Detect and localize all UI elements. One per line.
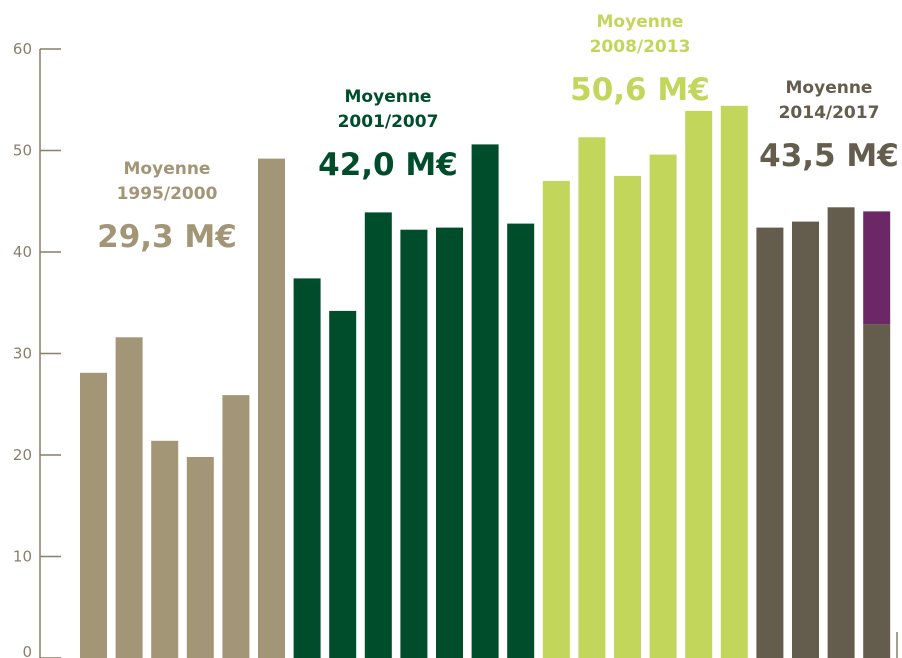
y-tick-label: 20 <box>13 446 32 464</box>
period-title-2001-2007: Moyenne <box>345 87 432 107</box>
bar <box>436 227 463 658</box>
period-average-2008-2013: 50,6 M€ <box>570 72 710 108</box>
y-tick-label: 10 <box>13 548 32 566</box>
bar <box>685 110 713 658</box>
bar <box>507 223 535 658</box>
period-years-1995-2000: 1995/2000 <box>117 184 218 204</box>
bar <box>258 158 285 658</box>
period-years-2008-2013: 2008/2013 <box>590 37 691 57</box>
bar <box>827 207 855 658</box>
bar <box>222 395 250 658</box>
bar <box>756 227 784 658</box>
period-label-2014-2017: Moyenne 2014/2017 43,5 M€ <box>759 78 899 174</box>
y-tick-label: 30 <box>13 345 32 363</box>
y-axis: 0 10 20 30 40 50 60 <box>13 40 898 658</box>
bar <box>649 154 677 658</box>
bar <box>863 324 891 658</box>
bar <box>400 229 428 658</box>
period-average-2014-2017: 43,5 M€ <box>759 138 899 174</box>
period-years-2001-2007: 2001/2007 <box>338 112 439 132</box>
bar <box>186 457 214 658</box>
period-label-2008-2013: Moyenne 2008/2013 50,6 M€ <box>570 12 710 108</box>
bar <box>542 180 570 658</box>
period-years-2014-2017: 2014/2017 <box>779 103 880 123</box>
period-title-1995-2000: Moyenne <box>124 159 211 179</box>
period-average-1995-2000: 29,3 M€ <box>97 219 237 255</box>
y-tick-label: 50 <box>13 142 32 160</box>
period-average-2001-2007: 42,0 M€ <box>318 147 458 183</box>
y-tick-label: 60 <box>13 40 32 58</box>
bar <box>80 372 107 658</box>
y-tick-label: 0 <box>22 643 32 658</box>
period-label-1995-2000: Moyenne 1995/2000 29,3 M€ <box>97 159 237 255</box>
bar <box>471 144 499 658</box>
bar <box>364 212 392 658</box>
bar <box>578 137 606 658</box>
bar <box>720 105 748 658</box>
bars <box>80 105 891 658</box>
bar <box>115 337 143 658</box>
period-title-2014-2017: Moyenne <box>786 78 873 98</box>
bar <box>792 221 819 658</box>
y-tick-label: 40 <box>13 243 32 261</box>
bar <box>614 175 641 658</box>
bar <box>329 310 357 658</box>
period-title-2008-2013: Moyenne <box>597 12 684 32</box>
period-label-2001-2007: Moyenne 2001/2007 42,0 M€ <box>318 87 458 183</box>
bar-top-segment <box>863 211 891 325</box>
bar <box>151 440 179 658</box>
bar <box>293 278 321 658</box>
